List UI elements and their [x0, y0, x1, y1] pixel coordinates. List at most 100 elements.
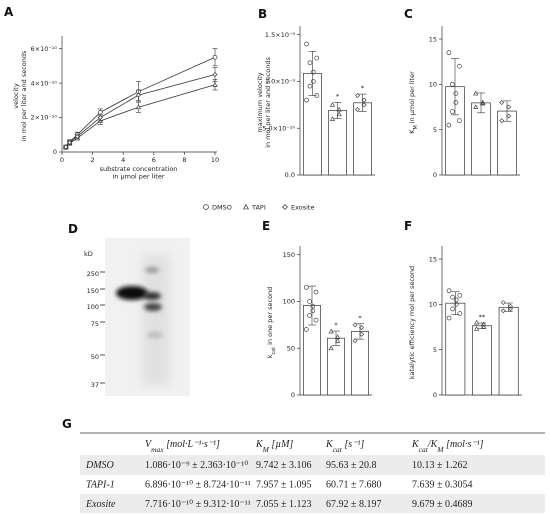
header-part: M [262, 445, 270, 454]
panel-label: D [68, 222, 78, 236]
x-tick-label: 10 [211, 156, 219, 164]
row-label: TAPI-1 [86, 480, 115, 491]
y-axis-label-part: K [408, 129, 416, 134]
panel-label: B [258, 7, 267, 21]
y-tick-label: 6×10⁻¹⁰ [31, 45, 58, 53]
row-band [80, 455, 545, 475]
header-part: [mol·s⁻¹] [444, 439, 484, 450]
header-cell: Kcat/KM [mol·s⁻¹] [411, 439, 484, 454]
data-point [303, 327, 309, 332]
data-point [474, 326, 480, 331]
y-axis-label: velocity [12, 83, 20, 109]
blot-image [105, 238, 190, 396]
data-point [304, 41, 309, 47]
cell: 10.13 ± 1.262 [412, 460, 468, 471]
row-band [80, 494, 545, 513]
data-point [450, 306, 455, 312]
x-tick-label: 4 [121, 156, 125, 164]
marker-label: 50 [91, 353, 99, 361]
y-axis-label: katalytic efficiency mol per second [408, 266, 416, 379]
panel-label: E [262, 219, 270, 233]
header-part: cat [333, 445, 343, 454]
bar [498, 306, 519, 396]
point [136, 92, 141, 98]
point [63, 144, 69, 150]
data-point [310, 303, 316, 309]
data-point [499, 118, 505, 124]
data-point [500, 300, 506, 306]
point [212, 54, 218, 60]
header-part: [s⁻¹] [342, 439, 365, 450]
row-label: Exosite [85, 499, 116, 510]
y-tick-label: 0 [433, 171, 437, 179]
data-point [307, 60, 313, 66]
significance: * [336, 92, 340, 100]
data-point [304, 97, 309, 103]
cell: 9.679 ± 0.4689 [412, 499, 473, 510]
data-point [499, 100, 505, 105]
cell: 7.055 ± 1.123 [256, 499, 312, 510]
y-tick-label: 5 [433, 346, 437, 354]
data-point [457, 311, 463, 316]
y-axis-label: in mol per liter and seconds [264, 56, 272, 147]
bar [471, 102, 491, 176]
y-tick-label: 1.0×10⁻⁹ [265, 78, 295, 86]
header-part: [µM] [269, 439, 293, 450]
bar [353, 102, 372, 176]
header-part: V [145, 439, 153, 450]
significance: * [334, 321, 338, 329]
y-tick-label: 100 [283, 298, 295, 306]
data-point [446, 288, 452, 294]
cell: 7.716·10⁻¹⁰ ± 9.312·10⁻¹¹ [145, 499, 251, 510]
data-point [450, 82, 455, 87]
data-point [313, 289, 319, 295]
y-axis-label-part: in one per second [266, 287, 274, 347]
marker-label: 100 [87, 303, 99, 311]
y-tick-label: 15 [429, 255, 437, 263]
data-point [446, 50, 452, 56]
header-cell: KM [µM] [255, 439, 293, 454]
bar [472, 325, 492, 396]
x-tick-label: 0 [60, 156, 64, 164]
y-axis-label: in mol per liter and seconds [20, 50, 28, 141]
y-tick-label: 0 [53, 148, 57, 156]
data-point [500, 308, 506, 314]
data-point [481, 321, 487, 327]
data-point [453, 91, 459, 96]
data-point [450, 294, 455, 300]
bar [351, 331, 369, 396]
point [135, 104, 142, 110]
y-tick-label: 15 [429, 35, 437, 43]
y-axis-label-part: cat [271, 347, 277, 355]
y-tick-label: 2×10⁻¹⁰ [31, 114, 58, 122]
header-cell: Vmax [mol·L⁻¹·s⁻¹] [145, 439, 220, 454]
data-point [361, 102, 367, 108]
data-point [450, 109, 455, 114]
marker-label: 37 [91, 381, 99, 389]
data-point [480, 100, 486, 106]
marker-label: 75 [91, 320, 99, 328]
header-part: [mol·L⁻¹·s⁻¹] [164, 439, 220, 450]
x-tick-label: 6 [152, 156, 156, 164]
data-point [352, 322, 358, 328]
y-axis-label-part: k [266, 354, 274, 358]
legend-marker [203, 204, 209, 210]
data-point [310, 79, 316, 84]
bar [445, 302, 466, 396]
header-part: K [255, 439, 264, 450]
cell: 7.957 ± 1.095 [256, 480, 312, 491]
series-line [65, 74, 216, 148]
data-point [307, 313, 312, 318]
panel-label: A [4, 5, 14, 19]
y-axis-label: kcat in one per second [266, 287, 277, 359]
cell: 60.71 ± 7.680 [326, 480, 382, 491]
data-point [453, 297, 459, 303]
point [74, 133, 80, 139]
data-point [310, 308, 316, 314]
bar [327, 337, 345, 396]
cell: 6.896·10⁻¹⁰ ± 8.724·10⁻¹¹ [145, 480, 251, 491]
legend-label: DMSO [212, 203, 232, 211]
legend-marker [243, 203, 249, 210]
data-point [313, 317, 319, 323]
y-axis-label-part: M [413, 125, 419, 129]
